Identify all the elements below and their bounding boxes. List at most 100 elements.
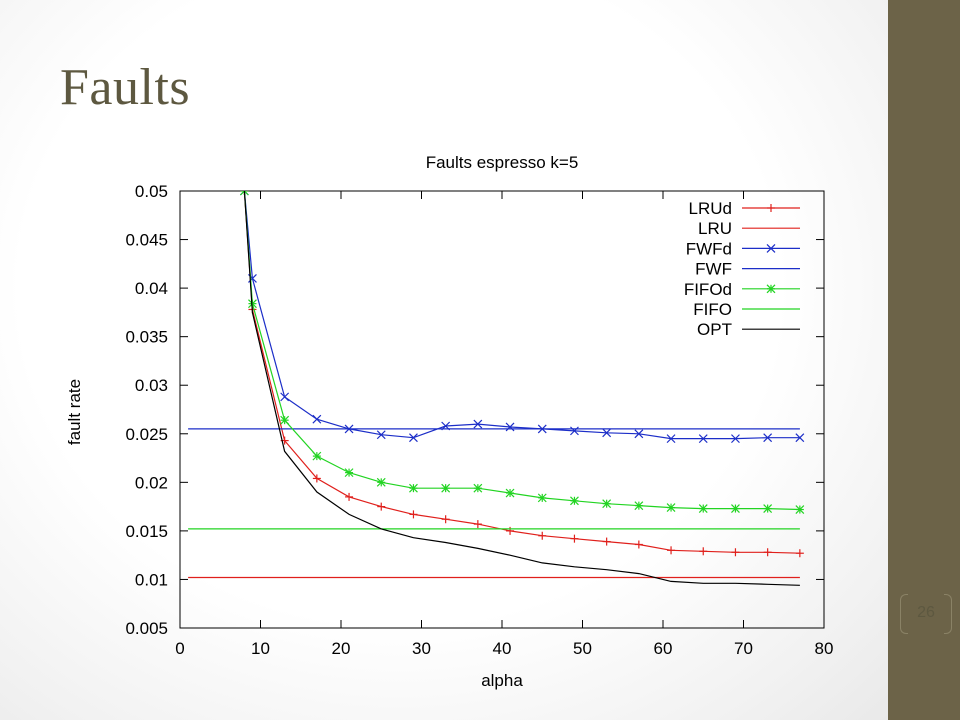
data-point-fwfd [312,414,322,424]
data-point-fifod [344,468,354,478]
data-point-fifod [698,504,708,513]
data-point-fwfd [409,433,418,443]
data-point-fwfd [376,430,386,440]
data-point-fifod [763,504,773,513]
series-fifod [239,191,805,514]
line-chart: Faults espresso k=5 alpha fault rate 0 10… [65,153,833,690]
data-point-lrud [441,515,450,524]
slide-title: Faults [60,59,191,116]
legend-marker-icon [766,284,776,294]
page-number: 26 [917,604,935,621]
legend-label: LRU [698,219,732,238]
y-tick-label: 0.01 [135,570,168,589]
y-tick-label: 0.04 [135,279,168,298]
data-point-fifod [731,504,740,513]
chart-title: Faults espresso k=5 [426,153,579,172]
data-point-lrud [409,510,418,519]
data-point-fwfd [602,428,612,438]
y-tick-label: 0.005 [125,619,168,638]
y-tick-label: 0.05 [135,182,168,201]
data-point-fifod [376,477,386,487]
series-opt [243,191,800,586]
legend-label: FIFOd [684,280,732,299]
legend-label: FIFO [693,300,732,319]
series-line-opt [243,191,800,586]
page-number-badge: 26 [900,594,952,634]
legend-label: FWFd [686,239,732,258]
legend-item-fifod: FIFOd [684,280,800,299]
data-point-lrud [312,474,321,483]
data-point-lrud [763,548,772,557]
x-tick-label: 40 [493,639,512,658]
data-point-lrud [731,548,740,557]
legend-marker-icon [766,243,776,253]
data-point-fifod [666,503,676,513]
data-point-lrud [345,492,354,501]
y-tick-label: 0.035 [125,328,168,347]
data-point-fwfd [280,392,290,402]
data-point-fifod [795,505,805,514]
x-tick-label: 50 [573,639,592,658]
legend-item-opt: OPT [697,320,800,339]
x-axis-label: alpha [481,671,523,690]
data-point-fwfd [570,426,579,436]
data-point-fifod [280,415,290,425]
data-point-fwfd [795,433,805,443]
series-layer [188,191,805,586]
data-point-lrud [506,526,515,535]
data-point-fwfd [763,433,773,443]
data-point-fifod [441,483,451,493]
data-point-lrud [377,502,386,511]
x-tick-label: 30 [412,639,431,658]
legend-item-fifo: FIFO [693,300,800,319]
x-tick-label: 10 [251,639,270,658]
x-tick-label: 80 [815,639,834,658]
legend-label: OPT [697,320,732,339]
data-point-lrud [473,520,482,529]
x-tick-label: 0 [175,639,184,658]
data-point-fwfd [731,434,740,444]
data-point-fifod [473,483,483,493]
legend-item-lru: LRU [698,219,800,238]
data-point-lrud [699,547,708,556]
data-point-fifod [505,488,515,498]
x-tick-label: 70 [734,639,753,658]
data-point-fwfd [634,429,644,439]
series-fwfd [239,191,805,444]
legend-label: FWF [695,260,732,279]
legend-item-fwfd: FWFd [686,239,800,258]
data-point-fwfd [666,434,676,444]
y-tick-label: 0.03 [135,376,168,395]
y-tick-label: 0.045 [125,231,168,250]
x-tick-label: 20 [332,639,351,658]
data-point-fifod [312,451,322,461]
right-bracket-icon [944,594,952,634]
data-point-fifod [634,501,644,511]
data-point-fifod [570,496,579,506]
data-point-lrud [667,546,676,555]
y-tick-label: 0.015 [125,522,168,541]
left-bracket-icon [900,594,908,634]
series-lrud [240,191,804,558]
data-point-fwfd [505,422,515,432]
slide-background [0,0,888,720]
data-point-fwfd [698,434,708,444]
data-point-lrud [795,549,804,558]
legend-label: LRUd [689,199,732,218]
data-point-lrud [634,540,643,549]
data-point-lrud [538,531,547,540]
y-tick-label: 0.02 [135,473,168,492]
data-point-fifod [602,499,612,509]
x-tick-label: 60 [654,639,673,658]
legend-item-fwf: FWF [695,260,800,279]
data-point-lrud [602,537,611,546]
y-tick-label: 0.025 [125,425,168,444]
y-axis-label: fault rate [65,379,84,445]
data-point-fifod [537,493,547,503]
data-point-lrud [570,534,579,543]
data-point-fifod [409,483,418,493]
plot-frame: 0 10 20 30 40 50 60 70 80 0.005 0.01 0.015 0.02 0.025… [125,182,833,658]
legend-marker-icon [767,204,775,212]
legend-item-lrud: LRUd [689,199,800,218]
